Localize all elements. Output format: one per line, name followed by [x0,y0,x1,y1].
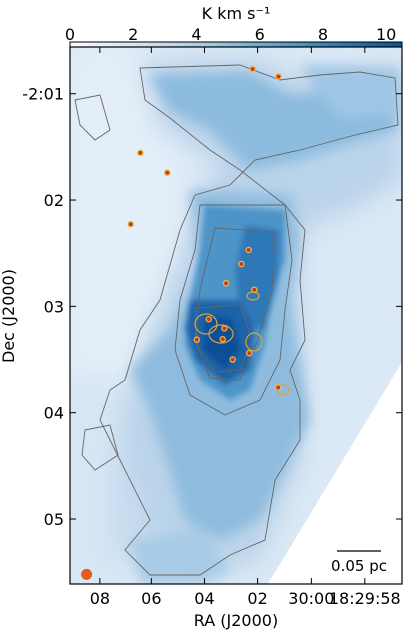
colorbar-ticks: 0 2 4 6 8 10 [65,25,396,46]
colorbar-tick-label: 4 [191,25,201,44]
y-axis-label: Dec (J2000) [0,269,18,363]
x-tick-label: 18:29:58 [329,589,401,608]
colorbar-tick-label: 0 [65,25,75,44]
scale-bar-label: 0.05 pc [331,557,387,575]
colorbar-tick-label: 8 [318,25,328,44]
plot-frame [69,46,403,585]
source-marker [221,325,228,332]
y-tick-label: 03 [44,297,64,316]
protostar-markers [127,65,282,391]
contours [74,64,399,576]
source-marker [246,349,253,357]
source-marker [245,246,252,254]
colorbar-label: K km s⁻¹ [202,4,271,23]
colorbar-tick-label: 10 [376,25,396,44]
x-tick-label: 02 [247,589,267,608]
source-contours [194,291,290,396]
x-tick-label: 06 [141,589,161,608]
unobserved-region [268,362,402,584]
source-marker [127,220,135,228]
source-marker [193,336,201,343]
source-marker [205,316,213,323]
y-tick-label: 04 [44,404,64,423]
source-marker [238,260,245,268]
scale-bar: 0.05 pc [331,550,387,575]
source-marker [274,384,282,391]
x-tick-label: 30:00 [288,589,334,608]
x-tick-label: 08 [90,589,110,608]
source-marker [164,169,171,176]
colorbar: K km s⁻¹ 0 2 4 6 8 10 [65,4,403,52]
source-marker [222,280,230,287]
y-axis-ticks: -2:01 02 03 04 05 [22,85,402,529]
y-tick-label: -2:01 [22,85,64,104]
source-marker [275,73,282,80]
source-marker [229,356,236,363]
beam-ellipse [81,568,93,580]
source-marker [137,149,144,157]
y-tick-label: 02 [44,191,64,210]
map-image: 0.05 pc [70,47,402,584]
x-axis-label: RA (J2000) [194,611,278,630]
colorbar-tick-label: 6 [255,25,265,44]
x-tick-label: 04 [194,589,214,608]
colorbar-tick-label: 2 [128,25,138,44]
y-tick-label: 05 [44,510,64,529]
source-marker [219,335,226,343]
source-marker [251,286,258,293]
source-marker [249,65,256,73]
